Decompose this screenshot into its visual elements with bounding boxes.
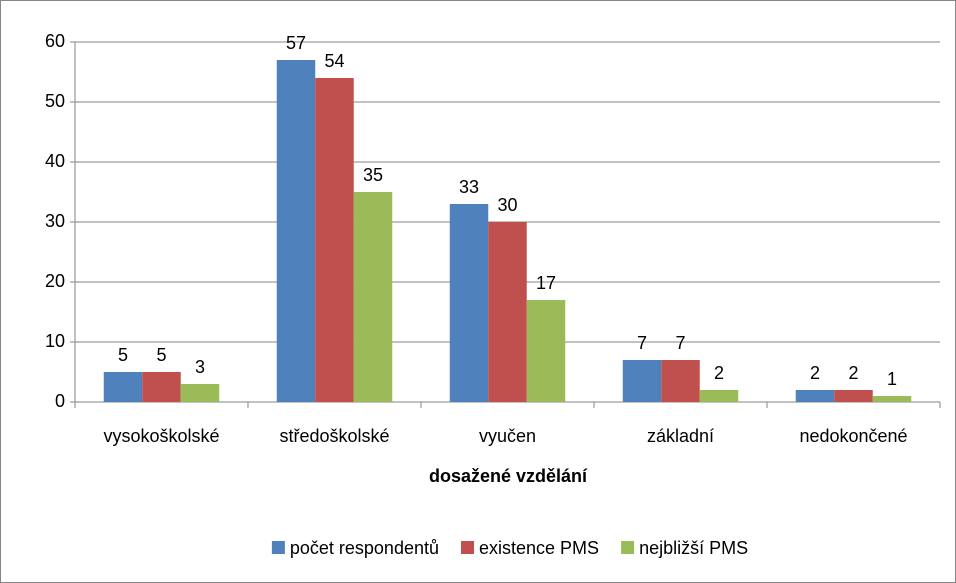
x-tick-label: vyučen <box>479 426 536 446</box>
data-label: 35 <box>363 165 383 185</box>
legend-swatch <box>621 541 635 554</box>
legend-label: počet respondentů <box>290 538 439 558</box>
data-label: 1 <box>887 369 897 389</box>
x-tick-label: základní <box>647 426 714 446</box>
data-label: 7 <box>675 333 685 353</box>
bar <box>353 192 393 402</box>
x-axis-title: dosažené vzdělání <box>429 466 588 486</box>
data-label: 7 <box>637 333 647 353</box>
y-tick-label: 40 <box>45 151 65 171</box>
x-tick-label: vysokoškolské <box>103 426 219 446</box>
data-label: 2 <box>810 363 820 383</box>
bar <box>622 360 662 402</box>
data-label: 54 <box>324 51 344 71</box>
bar <box>103 372 143 402</box>
y-tick-label: 60 <box>45 31 65 51</box>
bar <box>488 222 527 402</box>
data-label: 17 <box>536 273 556 293</box>
bar <box>276 60 316 402</box>
bar <box>699 390 739 402</box>
data-label: 2 <box>848 363 858 383</box>
bar <box>315 78 354 402</box>
x-tick-label: nedokončené <box>799 426 907 446</box>
bar <box>449 204 489 402</box>
legend-label: nejbližší PMS <box>639 538 748 558</box>
data-label: 3 <box>195 357 205 377</box>
data-label: 5 <box>118 345 128 365</box>
bar <box>142 372 181 402</box>
y-tick-label: 0 <box>55 391 65 411</box>
bar <box>795 390 835 402</box>
bar <box>834 390 873 402</box>
y-tick-label: 50 <box>45 91 65 111</box>
y-tick-label: 10 <box>45 331 65 351</box>
data-label: 5 <box>156 345 166 365</box>
data-label: 33 <box>459 177 479 197</box>
data-label: 2 <box>714 363 724 383</box>
y-tick-label: 30 <box>45 211 65 231</box>
data-label: 57 <box>286 33 306 53</box>
legend-swatch <box>271 541 285 554</box>
bar <box>661 360 700 402</box>
x-tick-label: středoškolské <box>279 426 389 446</box>
y-tick-label: 20 <box>45 271 65 291</box>
bar <box>872 396 912 402</box>
bar <box>180 384 220 402</box>
legend-label: existence PMS <box>479 538 599 558</box>
data-label: 30 <box>497 195 517 215</box>
bar <box>526 300 566 402</box>
legend-swatch <box>461 541 475 554</box>
